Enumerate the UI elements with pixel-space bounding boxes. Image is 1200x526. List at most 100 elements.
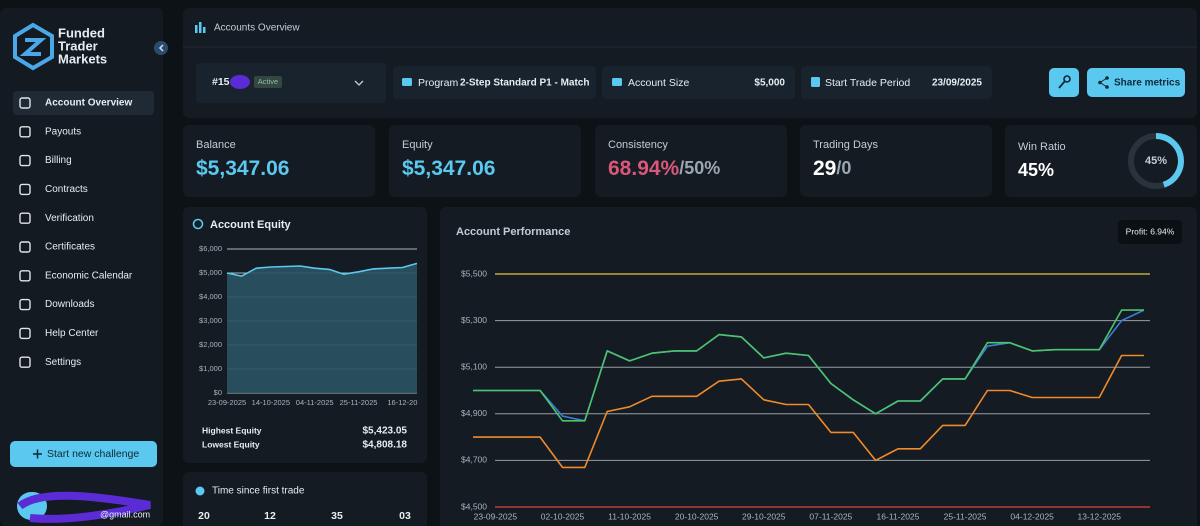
- nav-item[interactable]: Downloads: [45, 299, 94, 310]
- brand: Markets: [58, 51, 107, 66]
- icon: [192, 218, 204, 230]
- profit-badge: Profit: 6.94%: [1126, 226, 1175, 236]
- status: Active: [258, 77, 278, 86]
- cta-label: Start new challenge: [47, 448, 139, 460]
- stat-value: $5,347.06: [402, 157, 495, 180]
- stat-label: Consistency: [608, 139, 668, 151]
- y-tick-label: $5,500: [461, 268, 487, 278]
- line: [473, 354, 1144, 469]
- lowest: $4,808.18: [363, 440, 408, 451]
- period: 23/09/2025: [932, 78, 982, 89]
- x-tick-label: 29-10-2025: [742, 511, 786, 521]
- y-tick-label: $5,100: [461, 361, 487, 371]
- y-tick-label: $1,000: [199, 364, 222, 373]
- user-email: @gmail.com: [100, 509, 150, 519]
- size-box: [602, 66, 795, 99]
- account-select[interactable]: [196, 63, 386, 103]
- ring-label: 45%: [1145, 155, 1167, 167]
- header-icon: [195, 22, 206, 33]
- nav-icon: [19, 298, 31, 311]
- stat-value: 29/0: [813, 157, 851, 180]
- nav-item[interactable]: Billing: [45, 155, 72, 166]
- settings-button[interactable]: [1049, 68, 1079, 97]
- y-tick-label: $2,000: [199, 340, 222, 349]
- nav-item[interactable]: Contracts: [45, 184, 88, 195]
- status-badge: [254, 76, 282, 88]
- time-value: 03: [399, 510, 411, 522]
- x-tick-label: 13-12-2025: [1078, 511, 1122, 521]
- y-tick-label: $5,000: [199, 268, 222, 277]
- time-value: 35: [331, 510, 343, 522]
- badge: [1118, 220, 1182, 244]
- stat-card: [389, 125, 581, 197]
- stat-number: 45%: [1018, 160, 1054, 180]
- stat-number: $5,347.06: [196, 157, 289, 180]
- share-label: Share metrics: [1114, 78, 1181, 89]
- x-tick-label: 02-10-2025: [541, 511, 585, 521]
- stat-label: Balance: [196, 139, 236, 151]
- program: 2-Step Standard P1 - Match: [460, 78, 589, 89]
- active-nav: [13, 91, 154, 115]
- stat-value: 45%: [1018, 160, 1054, 180]
- time-value: 20: [198, 510, 210, 522]
- icon: [811, 77, 820, 87]
- stat-target: /0: [836, 158, 851, 178]
- line: [226, 262, 418, 277]
- x-tick-label: 04-11-2025: [296, 398, 334, 407]
- nav-icon: [19, 183, 31, 196]
- highest-label: Highest Equity: [202, 425, 262, 435]
- nav-item[interactable]: Certificates: [45, 242, 95, 253]
- stat-card: [595, 125, 787, 197]
- equity-chart: $0 $1,000 $2,000 $3,000 $4,000 $5,000 $6,000 23…: [199, 244, 417, 407]
- nav-icon: [19, 126, 31, 138]
- performance-title: Account Performance: [456, 226, 570, 238]
- logo[interactable]: [13, 22, 54, 71]
- stat-number: 68.94%: [608, 157, 680, 180]
- x-tick-label: 14-10-2025: [252, 398, 290, 407]
- stat-number: $5,347.06: [402, 157, 495, 180]
- stat-card: [800, 125, 992, 197]
- nav-item[interactable]: Payouts: [45, 126, 81, 137]
- icon: [612, 78, 622, 86]
- collapse-button[interactable]: [154, 41, 168, 55]
- nav-icon: [19, 356, 31, 368]
- stats: Balance $5,347.06 Equity $5,347.06 Consisten…: [183, 125, 1197, 197]
- nav-item[interactable]: Verification: [45, 213, 94, 224]
- nav-icon: [19, 212, 31, 224]
- period-label: Start Trade Period: [825, 77, 910, 89]
- ring-arc: [1155, 133, 1184, 188]
- program-label: Program: [418, 77, 459, 89]
- stat-label: Equity: [402, 139, 433, 151]
- stat-value: 68.94%/50%: [608, 157, 720, 180]
- stat-number: 29: [813, 157, 836, 180]
- size-label: Account Size: [628, 77, 689, 89]
- y-tick-label: $3,000: [199, 316, 222, 325]
- cta-button[interactable]: [10, 441, 157, 467]
- stat-value: $5,347.06: [196, 157, 289, 180]
- icon: [402, 78, 412, 86]
- stat-label: Trading Days: [813, 139, 879, 151]
- lowest-label: Lowest Equity: [202, 439, 260, 449]
- stat-card: [1005, 125, 1197, 197]
- time-card: [183, 472, 427, 526]
- equity-title: Account Equity: [210, 219, 292, 231]
- stat-label: Win Ratio: [1018, 141, 1066, 153]
- x-tick-label: 04-12-2025: [1010, 511, 1054, 521]
- x-tick-label: 16-11-2025: [877, 511, 920, 521]
- account-id: #15: [212, 76, 230, 88]
- nav-item[interactable]: Settings: [45, 357, 81, 368]
- nav-icon: [19, 270, 31, 282]
- header-title: Accounts Overview: [214, 23, 300, 34]
- x-tick-label: 25-11-2025: [340, 398, 378, 407]
- program-box: [393, 66, 596, 99]
- x-tick-label: 11-10-2025: [608, 511, 651, 521]
- nav-item[interactable]: Economic Calendar: [45, 270, 133, 281]
- x-tick-label: 20-10-2025: [675, 511, 719, 521]
- x-tick-label: 25-11-2025: [944, 511, 987, 521]
- x-tick-label: 23-09-2025: [208, 398, 246, 407]
- share-button[interactable]: [1087, 68, 1185, 97]
- nav-item[interactable]: Help Center: [45, 328, 99, 339]
- x-tick-label: 23-09-2025: [474, 511, 518, 521]
- nav-item[interactable]: Account Overview: [45, 98, 132, 109]
